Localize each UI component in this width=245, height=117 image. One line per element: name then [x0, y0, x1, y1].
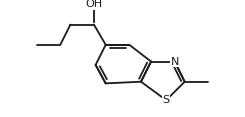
Text: OH: OH	[85, 0, 102, 9]
Text: N: N	[171, 57, 179, 67]
Text: S: S	[163, 95, 170, 105]
